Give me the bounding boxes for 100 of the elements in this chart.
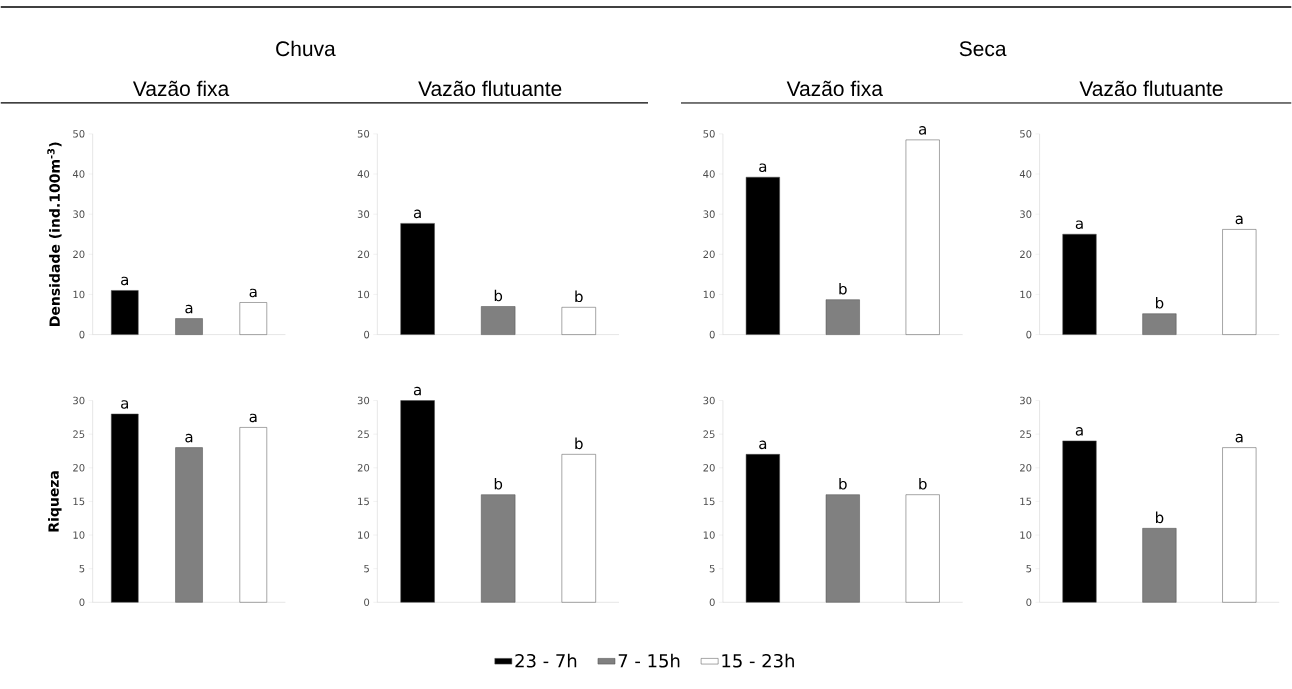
bar xyxy=(1142,313,1177,335)
y-tick-label: 15 xyxy=(1020,497,1032,506)
y-tick-label: 20 xyxy=(73,250,85,258)
annotation: a xyxy=(121,400,129,409)
y-tick-label: 5 xyxy=(79,564,85,573)
annotation: a xyxy=(249,288,257,298)
y-tick-label: 30 xyxy=(1020,210,1032,218)
annotation: a xyxy=(1075,220,1083,229)
bar xyxy=(111,413,139,603)
y-tick-label: 30 xyxy=(73,396,85,405)
bar xyxy=(239,302,268,335)
legend-label: 7 - 15h xyxy=(618,653,680,668)
y-tick-label: 50 xyxy=(1020,129,1032,138)
annotation: a xyxy=(1235,215,1243,225)
bar xyxy=(1062,440,1097,603)
y-tick-label: 15 xyxy=(73,497,85,506)
bar xyxy=(239,427,268,603)
annotation: b xyxy=(1156,511,1164,524)
bar xyxy=(1142,527,1177,603)
chart-subtitle: Vazão fixa xyxy=(786,80,883,96)
y-tick-label: 30 xyxy=(357,210,370,218)
y-tick-label: 5 xyxy=(364,564,369,573)
y-tick-label: 5 xyxy=(709,564,715,573)
chart-title: Chuva xyxy=(276,40,336,57)
y-tick-label: 10 xyxy=(73,531,85,539)
y-tick-label: 30 xyxy=(703,210,715,218)
y-tick-label: 40 xyxy=(357,170,370,178)
annotation: b xyxy=(575,437,583,450)
bar xyxy=(905,139,940,335)
y-tick-label: 30 xyxy=(703,396,715,405)
bar xyxy=(561,306,596,335)
bar xyxy=(1062,233,1097,335)
annotation: b xyxy=(919,477,927,490)
y-tick-label: 50 xyxy=(73,129,85,138)
bar xyxy=(175,447,203,603)
y-tick-label: 25 xyxy=(73,430,85,438)
y-tick-label: 0 xyxy=(709,330,715,339)
chart-title: Seca xyxy=(959,41,1007,57)
annotation: b xyxy=(839,282,847,295)
y-tick-label: 30 xyxy=(1020,396,1032,405)
bar xyxy=(561,454,596,603)
annotation: b xyxy=(494,289,503,302)
bar xyxy=(745,176,780,335)
y-tick-label: 20 xyxy=(1020,463,1032,472)
y-tick-label: 0 xyxy=(1026,330,1032,339)
annotation: a xyxy=(121,276,129,286)
annotation: b xyxy=(839,477,847,490)
y-tick-label: 30 xyxy=(357,396,370,405)
y-tick-label: 10 xyxy=(703,531,715,539)
y-tick-label: 15 xyxy=(703,497,715,506)
annotation: a xyxy=(1075,427,1083,436)
y-tick-label: 10 xyxy=(1020,290,1032,299)
y-tick-label: 0 xyxy=(364,598,370,606)
y-tick-label: 20 xyxy=(1020,250,1032,258)
y-tick-label: 25 xyxy=(1020,430,1032,438)
y-tick-label: 25 xyxy=(703,430,715,438)
y-tick-label: 10 xyxy=(703,290,715,299)
y-axis-title: Densidade (ind.100m$^{-3}$) xyxy=(47,142,62,326)
y-tick-label: 15 xyxy=(358,497,369,506)
annotation: a xyxy=(413,209,421,219)
annotation: a xyxy=(759,440,767,450)
bar xyxy=(481,494,516,603)
annotation: a xyxy=(759,163,767,172)
annotation: b xyxy=(494,477,503,490)
bar xyxy=(481,306,516,335)
y-tick-label: 10 xyxy=(358,531,370,539)
annotation: a xyxy=(249,413,257,423)
legend-label: 15 - 23h xyxy=(722,653,794,668)
y-tick-label: 10 xyxy=(73,290,85,299)
y-tick-label: 20 xyxy=(357,250,370,258)
y-tick-label: 10 xyxy=(358,290,370,299)
y-tick-label: 10 xyxy=(1020,531,1032,539)
y-tick-label: 50 xyxy=(703,129,715,138)
y-tick-label: 20 xyxy=(357,463,370,472)
annotation: a xyxy=(918,125,926,135)
annotation: a xyxy=(413,386,421,396)
y-tick-label: 50 xyxy=(357,129,370,138)
y-tick-label: 0 xyxy=(79,330,85,339)
bar xyxy=(175,318,203,335)
y-axis-title: Riqueza xyxy=(48,471,62,532)
y-tick-label: 40 xyxy=(703,170,715,178)
bar xyxy=(1222,447,1257,603)
y-tick-label: 20 xyxy=(703,250,715,258)
annotation: b xyxy=(1156,296,1164,309)
chart-subtitle: Vazão flutuante xyxy=(418,80,562,96)
annotation: a xyxy=(1235,433,1243,443)
annotation: a xyxy=(185,433,193,443)
y-tick-label: 25 xyxy=(357,430,369,438)
bar xyxy=(400,400,435,603)
y-tick-label: 5 xyxy=(1026,564,1032,573)
y-tick-label: 40 xyxy=(1019,170,1032,178)
y-tick-label: 20 xyxy=(73,463,85,472)
bar xyxy=(1222,229,1257,335)
legend-label: 23 - 7h xyxy=(515,653,577,668)
y-tick-label: 0 xyxy=(364,330,370,339)
y-tick-label: 0 xyxy=(709,598,715,606)
bar xyxy=(400,223,435,335)
y-tick-label: 40 xyxy=(72,170,85,178)
bar xyxy=(111,290,139,335)
bar xyxy=(825,299,860,335)
